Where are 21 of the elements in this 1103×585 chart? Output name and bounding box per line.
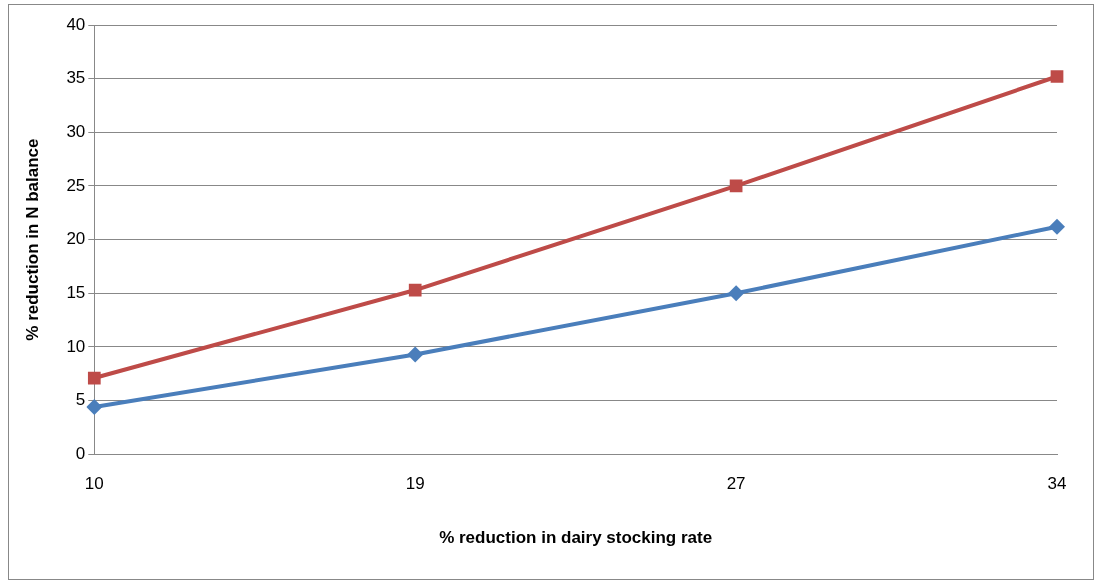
point bbox=[87, 371, 101, 385]
y-tick-label: 20 bbox=[66, 229, 86, 249]
x-tick-label: 19 bbox=[405, 474, 425, 494]
x-tick-label: 34 bbox=[1047, 474, 1067, 494]
y-tick-label: 35 bbox=[66, 68, 86, 88]
point bbox=[1050, 70, 1064, 83]
x-axis-title: % reduction in dairy stocking rate bbox=[439, 528, 713, 548]
y-tick-label: 25 bbox=[66, 175, 86, 195]
y-tick-label: 0 bbox=[75, 443, 86, 463]
point bbox=[86, 398, 103, 415]
point bbox=[728, 285, 745, 302]
y-tick-label: 10 bbox=[66, 336, 86, 356]
y-tick-label: 5 bbox=[75, 390, 86, 410]
point bbox=[1049, 218, 1065, 235]
y-axis-title: % reduction in N balance bbox=[22, 138, 42, 341]
point bbox=[408, 283, 422, 297]
x-tick-label: 27 bbox=[726, 474, 746, 494]
y-tick-label: 15 bbox=[66, 282, 86, 302]
point bbox=[407, 346, 424, 363]
y-tick-label: 30 bbox=[66, 121, 86, 141]
y-tick-label: 40 bbox=[66, 14, 86, 34]
